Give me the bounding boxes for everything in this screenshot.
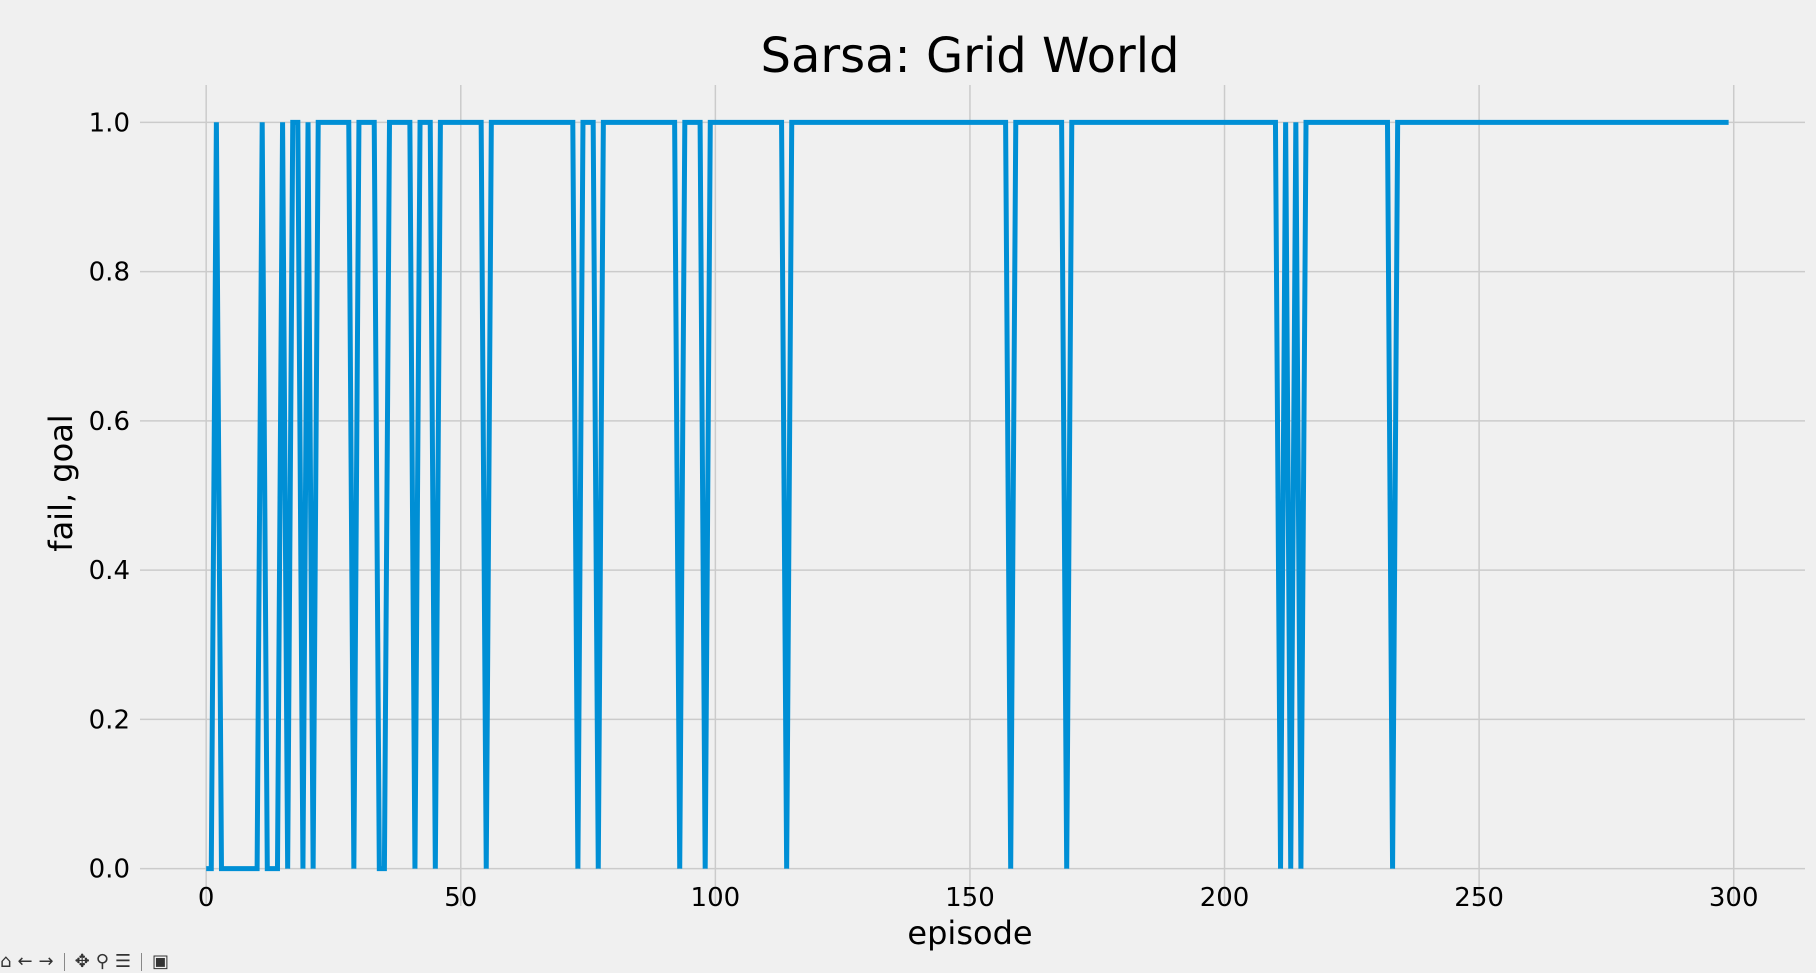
y-tick-label: 0.2 [89,705,130,735]
pan-icon[interactable]: ✥ [74,950,90,972]
home-icon[interactable]: ⌂ [0,950,12,972]
y-tick-label: 0.6 [89,407,130,437]
plot-toolbar: ⌂ ← → ✥ ⚲ ☰ ▣ [0,950,169,973]
x-tick-label: 100 [691,883,741,913]
toolbar-separator [63,952,65,971]
x-tick-label: 0 [198,883,215,913]
chart-title: Sarsa: Grid World [760,28,1179,84]
x-tick-label: 200 [1200,883,1250,913]
x-tick-label: 50 [444,883,477,913]
x-tick-label: 250 [1454,883,1504,913]
tick-labels: 0 50 100 150 200 250 300 0.0 0.2 0.4 0.6 0.8 1.0 [89,108,1759,913]
configure-subplots-icon[interactable]: ☰ [114,950,132,972]
y-tick-label: 1.0 [89,108,130,138]
series-line [206,119,1729,872]
x-tick-label: 300 [1709,883,1759,913]
y-tick-label: 0.8 [89,258,130,288]
forward-arrow-icon[interactable]: → [38,950,54,972]
y-tick-label: 0.0 [89,855,130,885]
series [206,119,1729,872]
zoom-icon[interactable]: ⚲ [95,950,109,972]
x-tick-label: 150 [945,883,995,913]
y-tick-label: 0.4 [89,556,130,586]
back-arrow-icon[interactable]: ← [17,950,33,972]
y-axis-label: fail, goal [42,414,80,551]
save-icon[interactable]: ▣ [152,950,170,972]
toolbar-separator [141,952,143,971]
x-axis-label: episode [907,914,1032,952]
